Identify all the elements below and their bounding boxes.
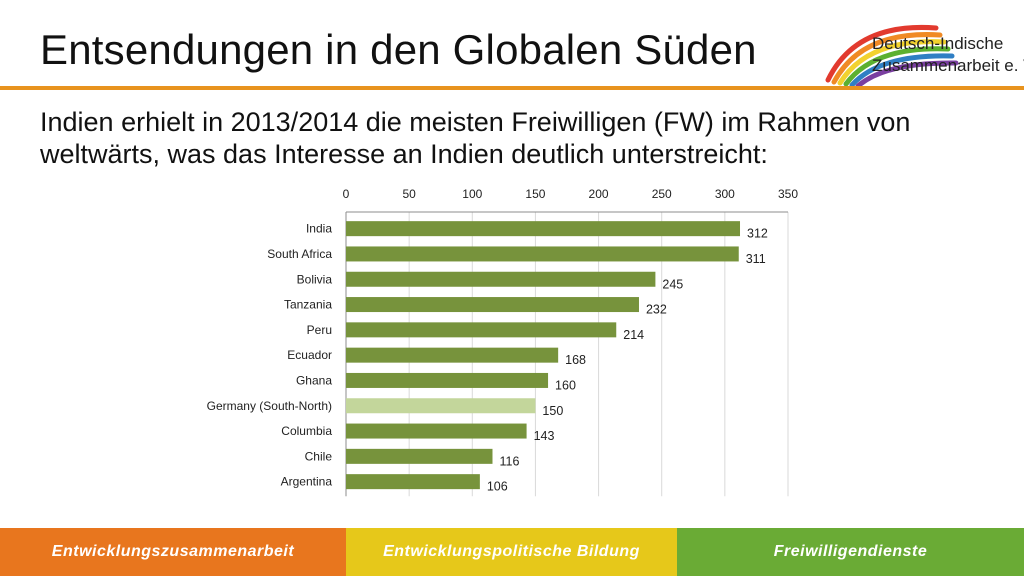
data-label: 311 <box>746 252 766 266</box>
footer-bar: Entwicklungszusammenarbeit Entwicklungspo… <box>0 528 1024 576</box>
bar <box>346 372 549 388</box>
rainbow-arc-icon <box>825 24 959 86</box>
category-label: South Africa <box>267 247 332 261</box>
x-tick-label: 100 <box>462 187 482 201</box>
footer-label: Entwicklungszusammenarbeit <box>51 543 295 560</box>
category-label: Chile <box>305 449 333 463</box>
x-tick-label: 0 <box>343 187 350 201</box>
data-label: 160 <box>555 378 576 392</box>
bar <box>346 474 480 490</box>
data-label: 232 <box>646 303 667 317</box>
category-label: Tanzania <box>284 298 332 312</box>
bar <box>346 347 559 363</box>
footer-segment: Entwicklungszusammenarbeit <box>0 528 346 576</box>
data-label: 143 <box>534 429 555 443</box>
data-label: 116 <box>499 454 519 468</box>
category-label: Ghana <box>296 373 332 387</box>
data-label: 168 <box>565 353 586 367</box>
logo-text-line1: Deutsch-Indische <box>872 34 1004 53</box>
bar <box>346 271 656 287</box>
x-tick-label: 250 <box>652 187 672 201</box>
bar <box>346 398 536 414</box>
footer-segment: Freiwilligendienste <box>677 528 1024 576</box>
footer-label: Entwicklungspolitische Bildung <box>383 543 640 560</box>
category-label: Peru <box>307 323 332 337</box>
x-tick-label: 350 <box>778 187 798 201</box>
x-tick-label: 200 <box>589 187 609 201</box>
data-label: 214 <box>623 328 644 342</box>
subtitle: Indien erhielt in 2013/2014 die meisten … <box>40 107 911 169</box>
data-label: 150 <box>542 404 563 418</box>
category-label: Bolivia <box>297 272 333 286</box>
footer-segment: Entwicklungspolitische Bildung <box>346 528 677 576</box>
bar <box>346 221 741 237</box>
category-label: Columbia <box>281 424 332 438</box>
footer-label: Freiwilligendienste <box>773 543 928 560</box>
category-label: India <box>306 222 332 236</box>
logo-text-line2: Zusammenarbeit e. V. <box>872 56 1024 75</box>
x-tick-label: 50 <box>402 187 416 201</box>
page-title: Entsendungen in den Globalen Süden <box>40 26 757 73</box>
data-label: 106 <box>487 480 508 494</box>
category-label: Germany (South-North) <box>207 399 332 413</box>
bar <box>346 322 617 338</box>
bar <box>346 448 493 464</box>
category-label: Ecuador <box>287 348 332 362</box>
x-tick-label: 300 <box>715 187 735 201</box>
bar <box>346 297 639 313</box>
data-label: 245 <box>662 277 683 291</box>
x-tick-label: 150 <box>525 187 545 201</box>
data-label: 312 <box>747 227 768 241</box>
category-label: Argentina <box>281 475 333 489</box>
bar-chart: 0 50 100 150 200 250 300 350 India South Africa B… <box>207 187 798 497</box>
header-divider <box>0 86 1024 90</box>
bar <box>346 423 527 439</box>
bar <box>346 246 739 262</box>
